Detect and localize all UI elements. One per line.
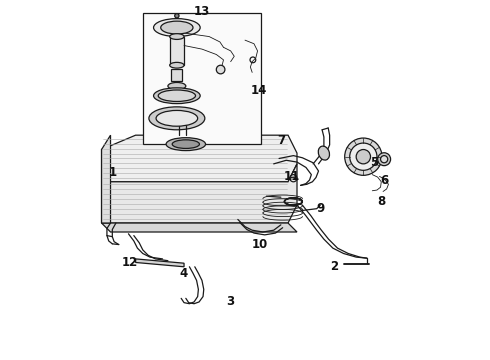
Circle shape [350,143,377,170]
Ellipse shape [153,19,200,37]
Ellipse shape [166,138,205,150]
Text: 3: 3 [226,296,235,309]
Ellipse shape [153,88,200,104]
Text: 1: 1 [108,166,117,179]
Circle shape [356,149,370,164]
Circle shape [381,156,388,163]
Circle shape [216,65,225,74]
Text: 10: 10 [251,238,268,251]
Ellipse shape [168,82,186,90]
Polygon shape [101,223,297,232]
Ellipse shape [170,62,184,68]
Ellipse shape [149,107,205,130]
Text: 7: 7 [277,134,285,147]
Ellipse shape [156,111,197,126]
Text: 9: 9 [316,202,324,215]
Polygon shape [136,259,184,267]
Text: 14: 14 [251,84,268,97]
Polygon shape [101,135,111,223]
Circle shape [378,153,391,166]
Polygon shape [170,37,184,65]
Polygon shape [101,164,297,223]
Polygon shape [101,135,297,182]
Text: 12: 12 [122,256,138,269]
Ellipse shape [170,34,184,40]
Text: 6: 6 [381,174,389,186]
Ellipse shape [161,21,193,34]
Polygon shape [172,69,182,81]
Text: 8: 8 [377,195,386,208]
Ellipse shape [158,90,196,102]
Ellipse shape [172,140,199,148]
Circle shape [344,138,382,175]
Text: 11: 11 [284,170,300,183]
Text: 5: 5 [370,156,378,168]
Text: 13: 13 [194,5,210,18]
Text: 4: 4 [180,267,188,280]
Ellipse shape [318,146,329,160]
Bar [143,13,261,144]
Circle shape [175,14,179,18]
Text: 2: 2 [331,260,339,273]
